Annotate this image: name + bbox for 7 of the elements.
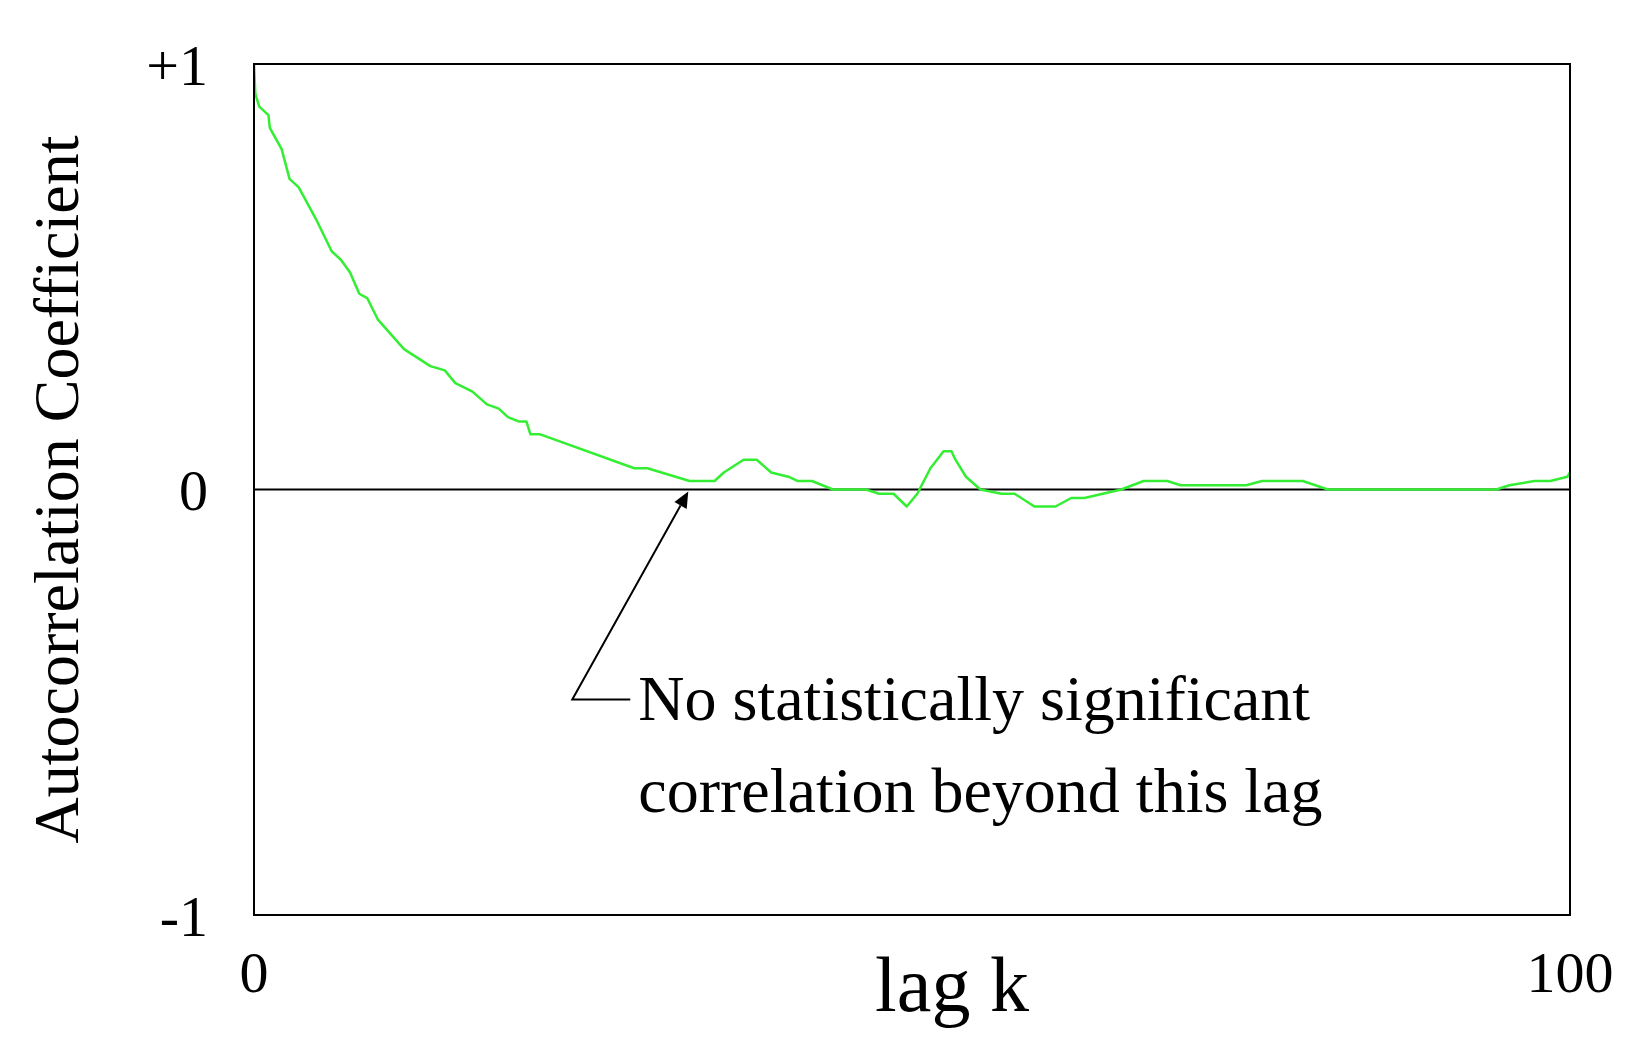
- y-tick-label: 0: [179, 458, 208, 524]
- y-tick-label: +1: [146, 32, 208, 98]
- x-axis-title: lag k: [875, 941, 1029, 1028]
- y-tick-label: -1: [159, 883, 208, 949]
- x-tick-label: 100: [1526, 940, 1614, 1006]
- annotation: No statistically significant correlation beyond this lag: [638, 662, 1323, 826]
- y-axis-title: Autocorrelation Coefficient: [21, 135, 92, 844]
